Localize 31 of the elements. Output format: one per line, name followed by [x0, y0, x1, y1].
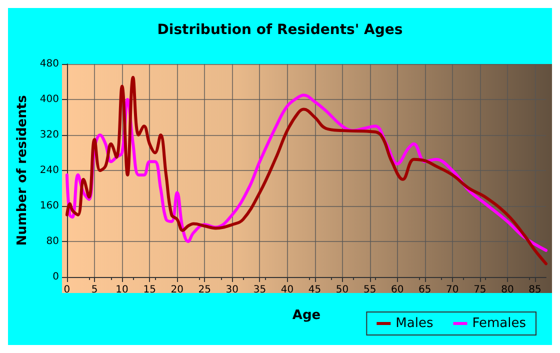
- chart-title: Distribution of Residents' Ages: [157, 22, 403, 38]
- x-tick-label: 25: [198, 284, 211, 296]
- x-tick-label: 0: [64, 284, 70, 296]
- x-tick-label: 40: [280, 284, 294, 296]
- line-series: [65, 76, 548, 266]
- y-tick-label: 0: [52, 272, 59, 282]
- y-axis-title: Number of residents: [15, 94, 30, 246]
- x-tick-label: 5: [91, 284, 98, 296]
- y-tick-label: 240: [40, 165, 59, 176]
- x-tick-label: 20: [170, 284, 184, 296]
- x-tick-label: 10: [116, 284, 128, 296]
- x-tick-label: 30: [226, 284, 239, 296]
- y-tick-label: 400: [40, 94, 59, 105]
- x-tick-label: 55: [363, 284, 376, 296]
- x-tick-label: 45: [308, 284, 322, 296]
- x-axis-title: Age: [292, 308, 321, 323]
- x-tick-label: 50: [336, 284, 349, 296]
- x-tick-label: 85: [528, 284, 542, 296]
- legend-label: Males: [396, 316, 434, 331]
- x-tick-label: 60: [390, 284, 404, 296]
- x-tick-label: 65: [418, 284, 432, 296]
- x-tick-label: 75: [474, 284, 486, 296]
- legend-label: Females: [472, 316, 526, 331]
- x-tick-label: 15: [143, 284, 156, 296]
- y-tick-label: 80: [46, 236, 59, 247]
- y-tick-label: 320: [40, 130, 59, 140]
- x-tick-label: 80: [501, 284, 514, 296]
- y-tick-label: 480: [40, 58, 59, 70]
- x-tick-label: 70: [446, 284, 459, 296]
- y-tick-label: 160: [40, 200, 59, 212]
- x-tick-label: 35: [253, 284, 266, 296]
